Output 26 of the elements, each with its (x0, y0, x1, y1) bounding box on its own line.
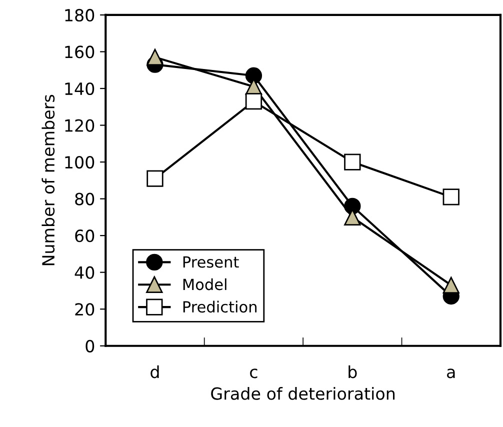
point (146, 48, 164, 66)
y-tick-label: 120 (65, 119, 94, 132)
legend-label: Prediction (183, 300, 256, 313)
x-tick-label: c (250, 368, 258, 378)
x-tick-label: b (348, 365, 357, 378)
y-tick-label: 40 (74, 266, 94, 279)
legend-label: Model (183, 278, 226, 290)
y-tick-label: 160 (65, 46, 94, 58)
y-tick-label: 0 (86, 340, 94, 352)
y-axis-title: Number of members (42, 94, 55, 266)
y-tick-label: 60 (75, 230, 94, 242)
y-tick-label: 140 (65, 82, 94, 96)
point (245, 67, 262, 84)
y-tick-label: 180 (65, 8, 94, 22)
y-tick-label: 80 (75, 192, 94, 206)
y-tick-label: 100 (65, 156, 94, 169)
point (344, 154, 361, 170)
point (245, 93, 262, 110)
x-tick-label: d (150, 365, 159, 378)
y-tick-label: 20 (75, 303, 94, 316)
point (442, 276, 460, 294)
x-tick-label: a (447, 368, 455, 378)
point (146, 170, 164, 187)
legend-label: Present (183, 256, 239, 268)
point (442, 188, 460, 206)
x-axis-title: Grade of deterioration (211, 387, 395, 400)
